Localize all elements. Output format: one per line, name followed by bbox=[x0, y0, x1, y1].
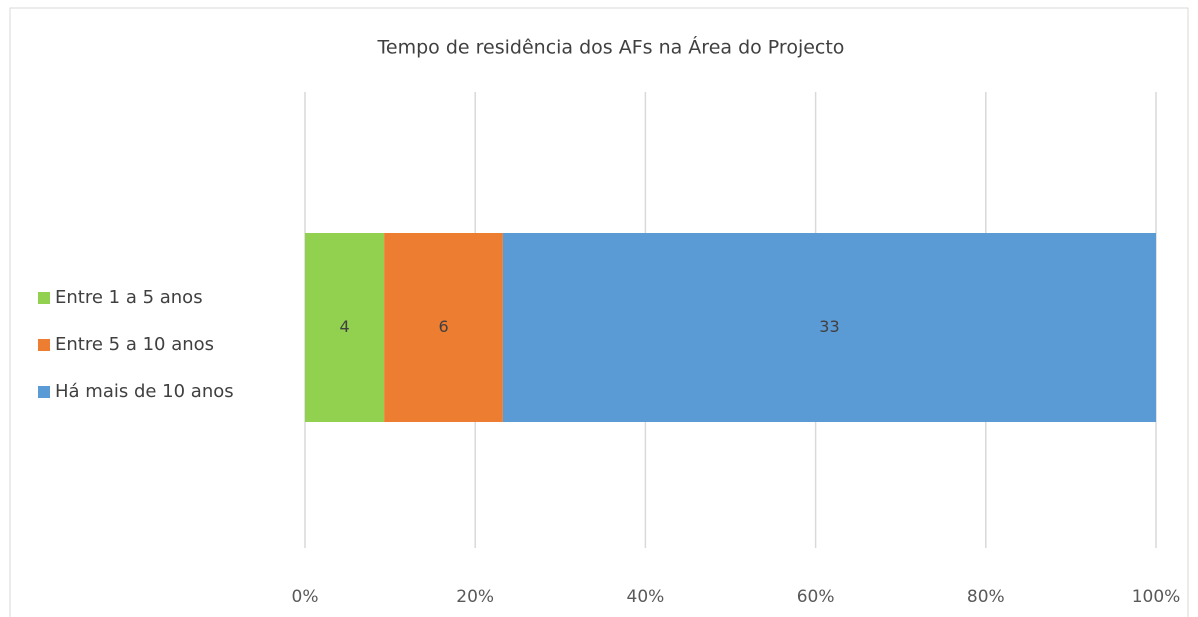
data-label: 6 bbox=[438, 317, 448, 336]
legend-label: Entre 5 a 10 anos bbox=[55, 334, 214, 355]
bar-segment bbox=[502, 233, 1156, 422]
legend-swatch bbox=[38, 292, 50, 304]
x-tick-label: 40% bbox=[627, 587, 665, 607]
legend-label: Entre 1 a 5 anos bbox=[55, 287, 203, 308]
x-tick-label: 20% bbox=[456, 587, 494, 607]
x-tick-label: 80% bbox=[967, 587, 1005, 607]
legend-swatch bbox=[38, 386, 50, 398]
legend-swatch bbox=[38, 339, 50, 351]
data-label: 33 bbox=[819, 317, 839, 336]
chart-title: Tempo de residência dos AFs na Área do P… bbox=[377, 36, 845, 59]
x-tick-label: 0% bbox=[292, 587, 319, 607]
x-tick-label: 60% bbox=[797, 587, 835, 607]
data-label: 4 bbox=[339, 317, 349, 336]
x-tick-label: 100% bbox=[1132, 587, 1181, 607]
chart-frame bbox=[9, 7, 1189, 617]
bar-segment bbox=[384, 233, 503, 422]
legend-label: Há mais de 10 anos bbox=[55, 381, 234, 402]
bar-segment bbox=[305, 233, 385, 422]
